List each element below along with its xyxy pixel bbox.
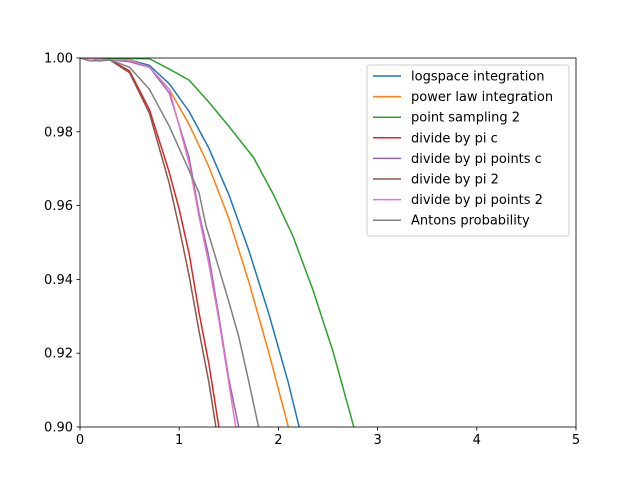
axes-layer: 0 1 2 3 4 5 0.90 0.92 0.94 0.96 0.98 1.00 bbox=[44, 52, 580, 449]
legend-entry-4: divide by pi points c bbox=[411, 152, 542, 167]
legend-entry-0: logspace integration bbox=[411, 70, 545, 85]
x-tick-label: 2 bbox=[274, 433, 282, 448]
y-tick-label: 0.92 bbox=[44, 347, 73, 362]
series-line-7 bbox=[80, 58, 260, 427]
series-line-6 bbox=[80, 58, 237, 427]
series-layer bbox=[80, 58, 355, 427]
legend: logspace integration power law integratio… bbox=[366, 64, 570, 237]
x-tick-label: 3 bbox=[373, 433, 381, 448]
y-tick-label: 0.98 bbox=[44, 125, 73, 140]
legend-entry-5: divide by pi 2 bbox=[411, 173, 499, 188]
x-tick-label: 1 bbox=[175, 433, 183, 448]
x-tick-label: 4 bbox=[473, 433, 481, 448]
y-tick-label: 1.00 bbox=[44, 52, 73, 67]
series-line-2 bbox=[80, 58, 355, 427]
series-line-3 bbox=[80, 58, 220, 427]
legend-entry-7: Antons probability bbox=[411, 214, 530, 229]
legend-frame bbox=[366, 64, 570, 237]
y-tick-label: 0.96 bbox=[44, 199, 73, 214]
legend-entry-6: divide by pi points 2 bbox=[411, 193, 543, 208]
series-line-5 bbox=[80, 58, 217, 427]
legend-entry-3: divide by pi c bbox=[411, 131, 498, 146]
axes-frame bbox=[79, 57, 577, 428]
legend-entry-2: point sampling 2 bbox=[411, 111, 520, 126]
y-tick-label: 0.90 bbox=[44, 421, 73, 436]
x-tick-label: 0 bbox=[76, 433, 84, 448]
legend-entry-1: power law integration bbox=[411, 90, 553, 105]
y-tick-label: 0.94 bbox=[44, 273, 73, 288]
series-line-4 bbox=[80, 58, 240, 427]
x-tick-label: 5 bbox=[572, 433, 580, 448]
